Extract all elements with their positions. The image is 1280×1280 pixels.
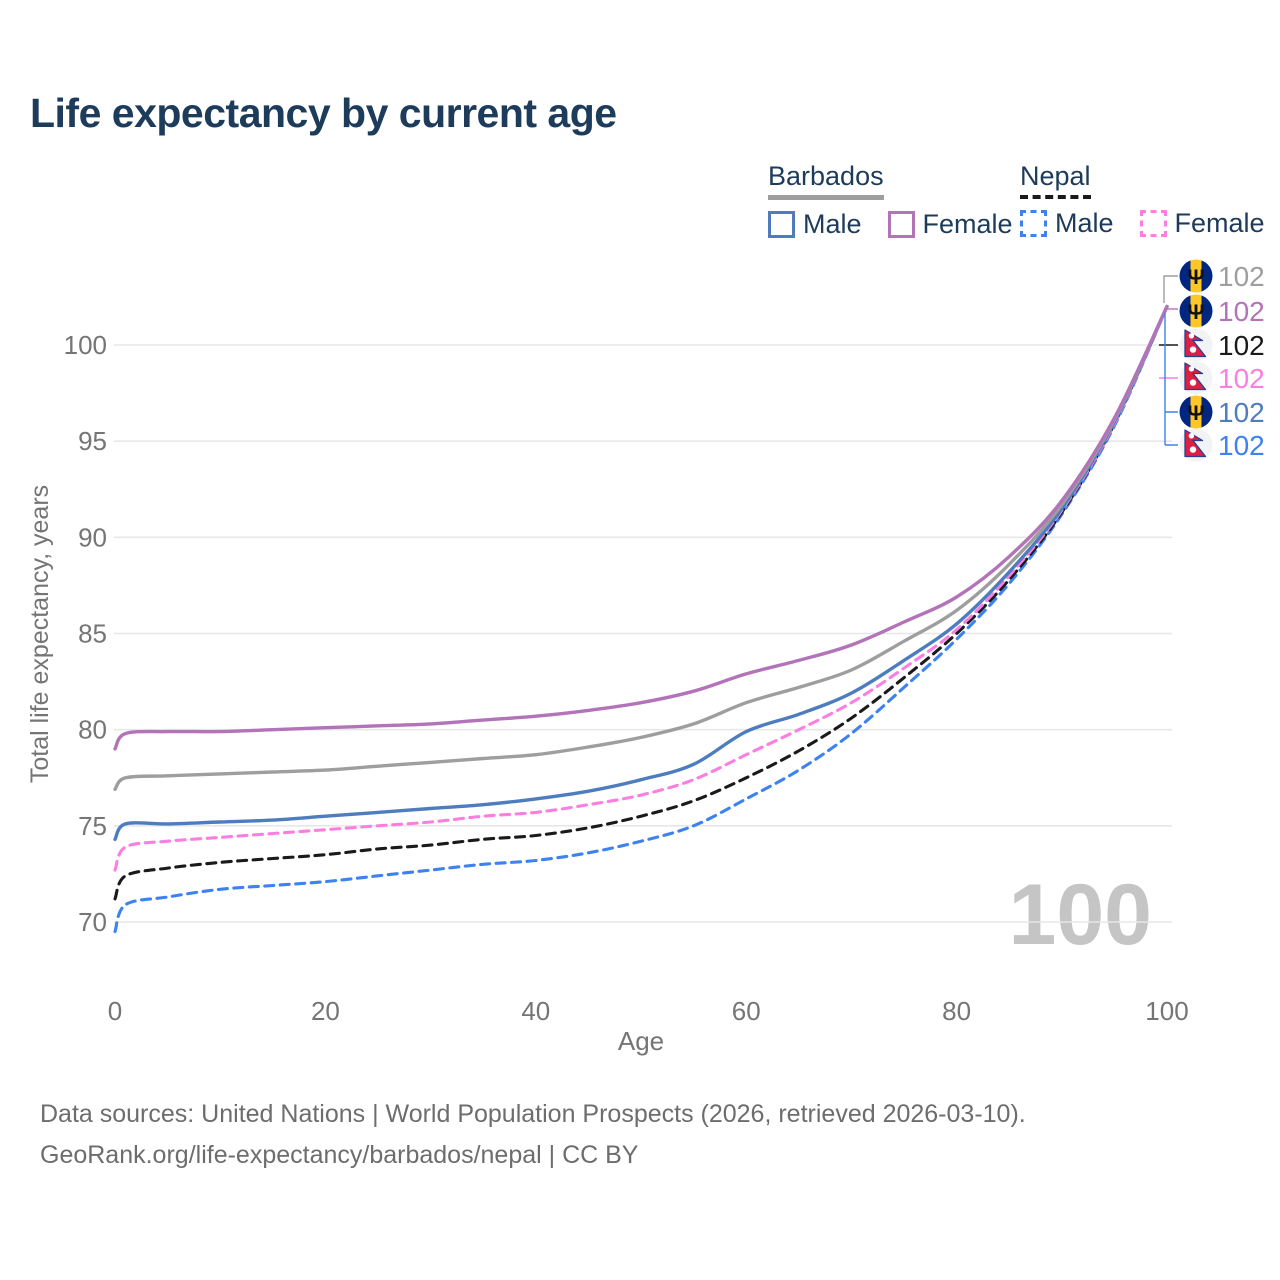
svg-text:Ψ: Ψ bbox=[1188, 266, 1205, 289]
y-tick-label: 85 bbox=[78, 619, 107, 649]
nepal-flag-icon bbox=[1179, 428, 1213, 462]
x-tick-label: 0 bbox=[108, 996, 122, 1026]
leader-line bbox=[1163, 275, 1178, 303]
end-value-label: 102 bbox=[1218, 363, 1265, 394]
y-axis-title: Total life expectancy, years bbox=[26, 485, 54, 783]
series-line-nepal-male[interactable] bbox=[113, 304, 1169, 934]
legend-country-barbados[interactable]: Barbados bbox=[768, 161, 884, 200]
y-tick-label: 80 bbox=[78, 715, 107, 745]
svg-text:Ψ: Ψ bbox=[1188, 402, 1205, 425]
legend-label: Male bbox=[1055, 207, 1114, 238]
license-line: GeoRank.org/life-expectancy/barbados/nep… bbox=[40, 1141, 639, 1169]
legend-item-nepal-male[interactable]: Male bbox=[1020, 208, 1114, 239]
y-tick-label: 70 bbox=[78, 907, 107, 937]
y-tick-label: 100 bbox=[64, 330, 107, 360]
age-watermark: 100 bbox=[1009, 867, 1153, 963]
barbados-flag-icon: Ψ bbox=[1179, 294, 1213, 328]
legend-swatch-barbados-male bbox=[768, 210, 795, 238]
nepal-flag-icon bbox=[1179, 328, 1213, 362]
end-value-label: 102 bbox=[1218, 430, 1265, 461]
series-line-barbados-both-sexes[interactable] bbox=[113, 304, 1169, 791]
series-line-nepal-female[interactable] bbox=[113, 304, 1169, 872]
end-label-nepal-female: 102 bbox=[1179, 361, 1265, 395]
page-title: Life expectancy by current age bbox=[30, 90, 617, 136]
barbados-flag-icon: Ψ bbox=[1179, 259, 1213, 293]
end-value-label: 102 bbox=[1218, 397, 1265, 428]
legend-item-barbados-male[interactable]: Male bbox=[768, 209, 862, 240]
svg-text:Ψ: Ψ bbox=[1188, 301, 1205, 324]
y-tick-label: 95 bbox=[78, 426, 107, 456]
nepal-flag-icon bbox=[1179, 361, 1213, 395]
legend-swatch-nepal-female bbox=[1139, 209, 1167, 237]
x-tick-label: 40 bbox=[521, 996, 550, 1026]
legend-group-nepal: Nepal Male Female bbox=[1020, 161, 1265, 239]
series-line-barbados-male[interactable] bbox=[113, 304, 1169, 841]
legend-group-barbados: Barbados Male Female bbox=[768, 161, 1013, 240]
end-label-barbados-female: Ψ 102 bbox=[1179, 294, 1265, 328]
end-value-label: 102 bbox=[1218, 296, 1265, 327]
legend-item-nepal-female[interactable]: Female bbox=[1139, 207, 1265, 239]
data-source-line: Data sources: United Nations | World Pop… bbox=[40, 1100, 1026, 1128]
legend-label: Male bbox=[803, 208, 862, 239]
x-tick-label: 100 bbox=[1145, 996, 1188, 1026]
end-value-label: 102 bbox=[1218, 330, 1265, 361]
legend-swatch-barbados-female bbox=[887, 210, 915, 238]
legend-label: Female bbox=[1174, 207, 1265, 238]
legend-item-barbados-female[interactable]: Female bbox=[887, 208, 1013, 240]
end-label-nepal-both-sexes: 102 bbox=[1179, 328, 1265, 362]
attribution-footer: Data sources: United Nations | World Pop… bbox=[40, 1094, 1026, 1176]
series-line-nepal-both-sexes[interactable] bbox=[113, 304, 1169, 901]
end-label-barbados-male: Ψ 102 bbox=[1179, 395, 1265, 429]
leader-line bbox=[1164, 313, 1178, 446]
x-tick-label: 80 bbox=[942, 996, 971, 1026]
legend-country-nepal[interactable]: Nepal bbox=[1020, 161, 1091, 199]
series-line-barbados-female[interactable] bbox=[113, 304, 1169, 751]
legend-label: Female bbox=[922, 208, 1013, 239]
y-tick-label: 90 bbox=[78, 522, 107, 552]
y-tick-label: 75 bbox=[78, 811, 107, 841]
end-label-barbados-both-sexes: Ψ 102 bbox=[1179, 259, 1265, 293]
x-tick-label: 60 bbox=[732, 996, 761, 1026]
barbados-flag-icon: Ψ bbox=[1179, 395, 1213, 429]
end-value-label: 102 bbox=[1218, 261, 1265, 292]
legend-swatch-nepal-male bbox=[1020, 209, 1047, 237]
x-tick-label: 20 bbox=[311, 996, 340, 1026]
x-axis-title: Age bbox=[618, 1026, 664, 1056]
end-label-nepal-male: 102 bbox=[1179, 428, 1265, 462]
